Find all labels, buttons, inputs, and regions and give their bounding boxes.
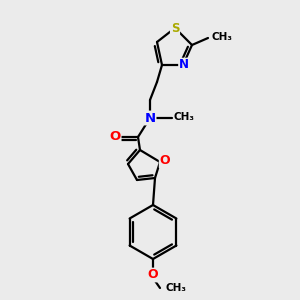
- Text: CH₃: CH₃: [165, 283, 186, 293]
- Text: CH₃: CH₃: [211, 32, 232, 42]
- Text: N: N: [179, 58, 189, 71]
- Text: N: N: [144, 112, 156, 124]
- Text: O: O: [160, 154, 170, 167]
- Text: O: O: [148, 268, 158, 281]
- Text: CH₃: CH₃: [174, 112, 195, 122]
- Text: S: S: [171, 22, 179, 34]
- Text: O: O: [110, 130, 121, 143]
